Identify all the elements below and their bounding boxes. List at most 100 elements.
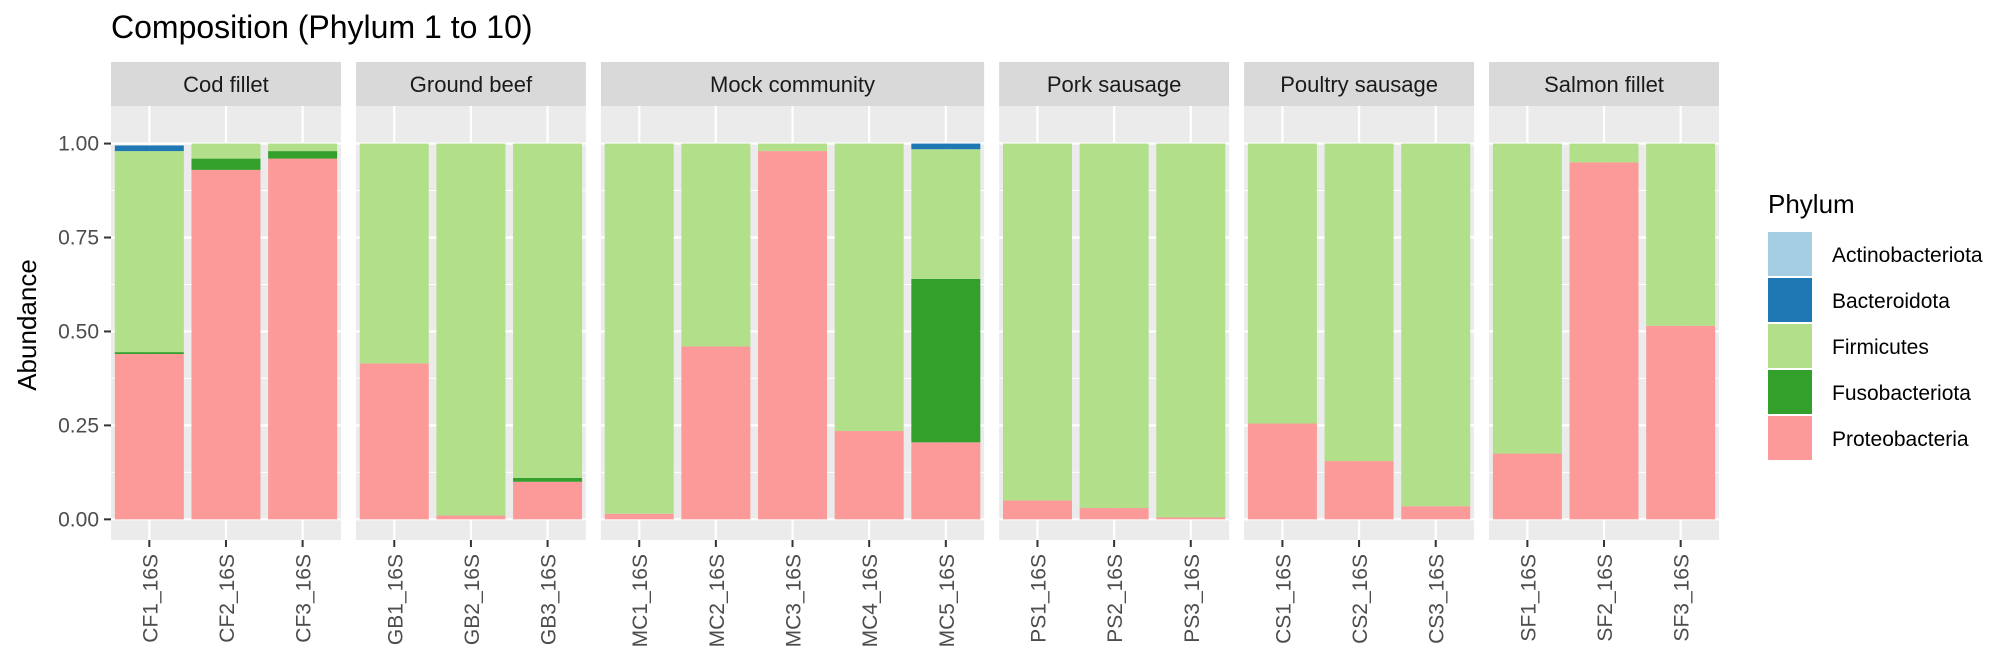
bar-segment-firmicutes <box>268 143 338 152</box>
bar-segment-firmicutes <box>359 143 429 364</box>
x-tick-label: MC4_16S <box>859 554 882 647</box>
bar-segment-proteobacteria <box>1156 517 1226 520</box>
legend: Phylum Actinobacteriota Bacteroidota Firmi… <box>1768 189 1983 460</box>
y-axis-label: Abundance <box>12 259 42 391</box>
x-tick-label: MC3_16S <box>783 554 806 647</box>
bar-segment-firmicutes <box>1324 143 1394 462</box>
facet-strip-label: Salmon fillet <box>1544 72 1664 97</box>
bar-segment-bacteroidota <box>911 143 981 150</box>
bar-segment-firmicutes <box>1492 143 1562 454</box>
x-tick-label: SF1_16S <box>1517 554 1540 642</box>
facet-strip-label: Poultry sausage <box>1280 72 1438 97</box>
legend-title: Phylum <box>1768 189 1855 219</box>
facet-strip <box>1244 62 1475 106</box>
facet-strip <box>600 62 985 106</box>
x-tick-label: CS3_16S <box>1426 554 1449 644</box>
bar-segment-firmicutes <box>834 143 904 432</box>
legend-swatch <box>1768 370 1812 414</box>
bar-segment-firmicutes <box>1079 143 1149 509</box>
x-tick-label: CS2_16S <box>1349 554 1372 644</box>
facet-3: Pork sausage PS1_16S PS2_16S PS3_16S <box>999 62 1230 643</box>
bar-segment-proteobacteria <box>834 431 904 520</box>
x-tick-label: MC5_16S <box>936 554 959 647</box>
legend-swatch <box>1768 416 1812 460</box>
facet-0: Cod fillet CF1_16S CF2_16S CF3_16S <box>111 62 341 643</box>
facet-strip <box>1489 62 1719 106</box>
bar-segment-proteobacteria <box>1247 423 1317 520</box>
x-tick-label: GB1_16S <box>384 554 407 645</box>
x-tick-label: PS2_16S <box>1104 554 1127 643</box>
facet-4: Poultry sausage CS1_16S CS2_16S CS3_16S <box>1244 62 1475 644</box>
x-tick-label: CF3_16S <box>293 554 316 643</box>
x-tick-label: SF3_16S <box>1671 554 1694 642</box>
x-tick-label: CS1_16S <box>1272 554 1295 644</box>
bar-segment-proteobacteria <box>1646 325 1716 520</box>
x-tick-label: PS1_16S <box>1027 554 1050 643</box>
bar-segment-firmicutes <box>1646 143 1716 326</box>
bar-segment-proteobacteria <box>1492 453 1562 520</box>
x-tick-label: GB2_16S <box>461 554 484 645</box>
bar-segment-proteobacteria <box>604 513 674 520</box>
facet-2: Mock community MC1_16S MC2_16S MC3_16S MC4_1… <box>600 62 985 647</box>
bar-segment-proteobacteria <box>268 158 338 520</box>
facet-1: Ground beef GB1_16S GB2_16S GB3_16S <box>355 62 586 645</box>
bar-segment-fusobacteriota <box>513 478 583 482</box>
y-tick-label: 0.75 <box>58 227 99 250</box>
facet-strip <box>355 62 586 106</box>
bar-segment-proteobacteria <box>1401 506 1471 520</box>
legend-label: Actinobacteriota <box>1832 244 1983 267</box>
bar-segment-proteobacteria <box>191 169 261 520</box>
facet-strip <box>111 62 341 106</box>
bar-segment-fusobacteriota <box>191 158 261 170</box>
facet-strip-label: Ground beef <box>410 72 533 97</box>
bar-segment-proteobacteria <box>1002 500 1072 520</box>
bar-segment-firmicutes <box>1569 143 1639 163</box>
facet-5: Salmon fillet SF1_16S SF2_16S SF3_16S <box>1489 62 1719 642</box>
bar-segment-proteobacteria <box>1079 508 1149 520</box>
facet-strip-label: Cod fillet <box>183 72 269 97</box>
bar-segment-proteobacteria <box>359 363 429 520</box>
legend-swatch <box>1768 324 1812 368</box>
y-tick-label: 1.00 <box>58 133 99 156</box>
y-tick-label: 0.25 <box>58 414 99 437</box>
bar-segment-fusobacteriota <box>268 151 338 159</box>
x-tick-label: SF2_16S <box>1594 554 1617 642</box>
bar-segment-firmicutes <box>114 151 184 353</box>
legend-label: Proteobacteria <box>1832 428 1969 451</box>
bar-segment-firmicutes <box>1401 143 1471 507</box>
bar-segment-proteobacteria <box>436 515 506 520</box>
x-tick-label: PS3_16S <box>1181 554 1204 643</box>
bar-segment-fusobacteriota <box>911 278 981 443</box>
chart-title: Composition (Phylum 1 to 10) <box>111 9 533 45</box>
legend-label: Fusobacteriota <box>1832 382 1971 405</box>
facet-panels: Cod fillet CF1_16S CF2_16S CF3_16S Ground be… <box>111 62 1719 647</box>
facet-strip-label: Pork sausage <box>1047 72 1182 97</box>
x-tick-label: CF2_16S <box>216 554 239 643</box>
bar-segment-proteobacteria <box>758 151 828 520</box>
bar-segment-proteobacteria <box>1324 461 1394 520</box>
facet-strip-label: Mock community <box>710 72 875 97</box>
bar-segment-firmicutes <box>1247 143 1317 424</box>
bar-segment-proteobacteria <box>114 354 184 520</box>
legend-label: Firmicutes <box>1832 336 1929 359</box>
bar-segment-proteobacteria <box>513 481 583 520</box>
bar-segment-firmicutes <box>1002 143 1072 501</box>
x-tick-label: MC2_16S <box>706 554 729 647</box>
facet-strip <box>999 62 1230 106</box>
y-tick-label: 0.00 <box>58 508 99 531</box>
bar-segment-proteobacteria <box>1569 162 1639 520</box>
bar-segment-firmicutes <box>758 143 828 152</box>
legend-swatch <box>1768 232 1812 276</box>
bar-segment-firmicutes <box>911 149 981 279</box>
legend-swatch <box>1768 278 1812 322</box>
bar-segment-proteobacteria <box>681 346 751 520</box>
bar-segment-firmicutes <box>681 143 751 347</box>
bar-segment-bacteroidota <box>114 145 184 152</box>
bar-segment-fusobacteriota <box>114 352 184 354</box>
legend-label: Bacteroidota <box>1832 290 1950 313</box>
bar-segment-firmicutes <box>191 143 261 159</box>
x-tick-label: CF1_16S <box>139 554 162 643</box>
bar-segment-firmicutes <box>1156 143 1226 518</box>
y-tick-label: 0.50 <box>58 320 99 343</box>
